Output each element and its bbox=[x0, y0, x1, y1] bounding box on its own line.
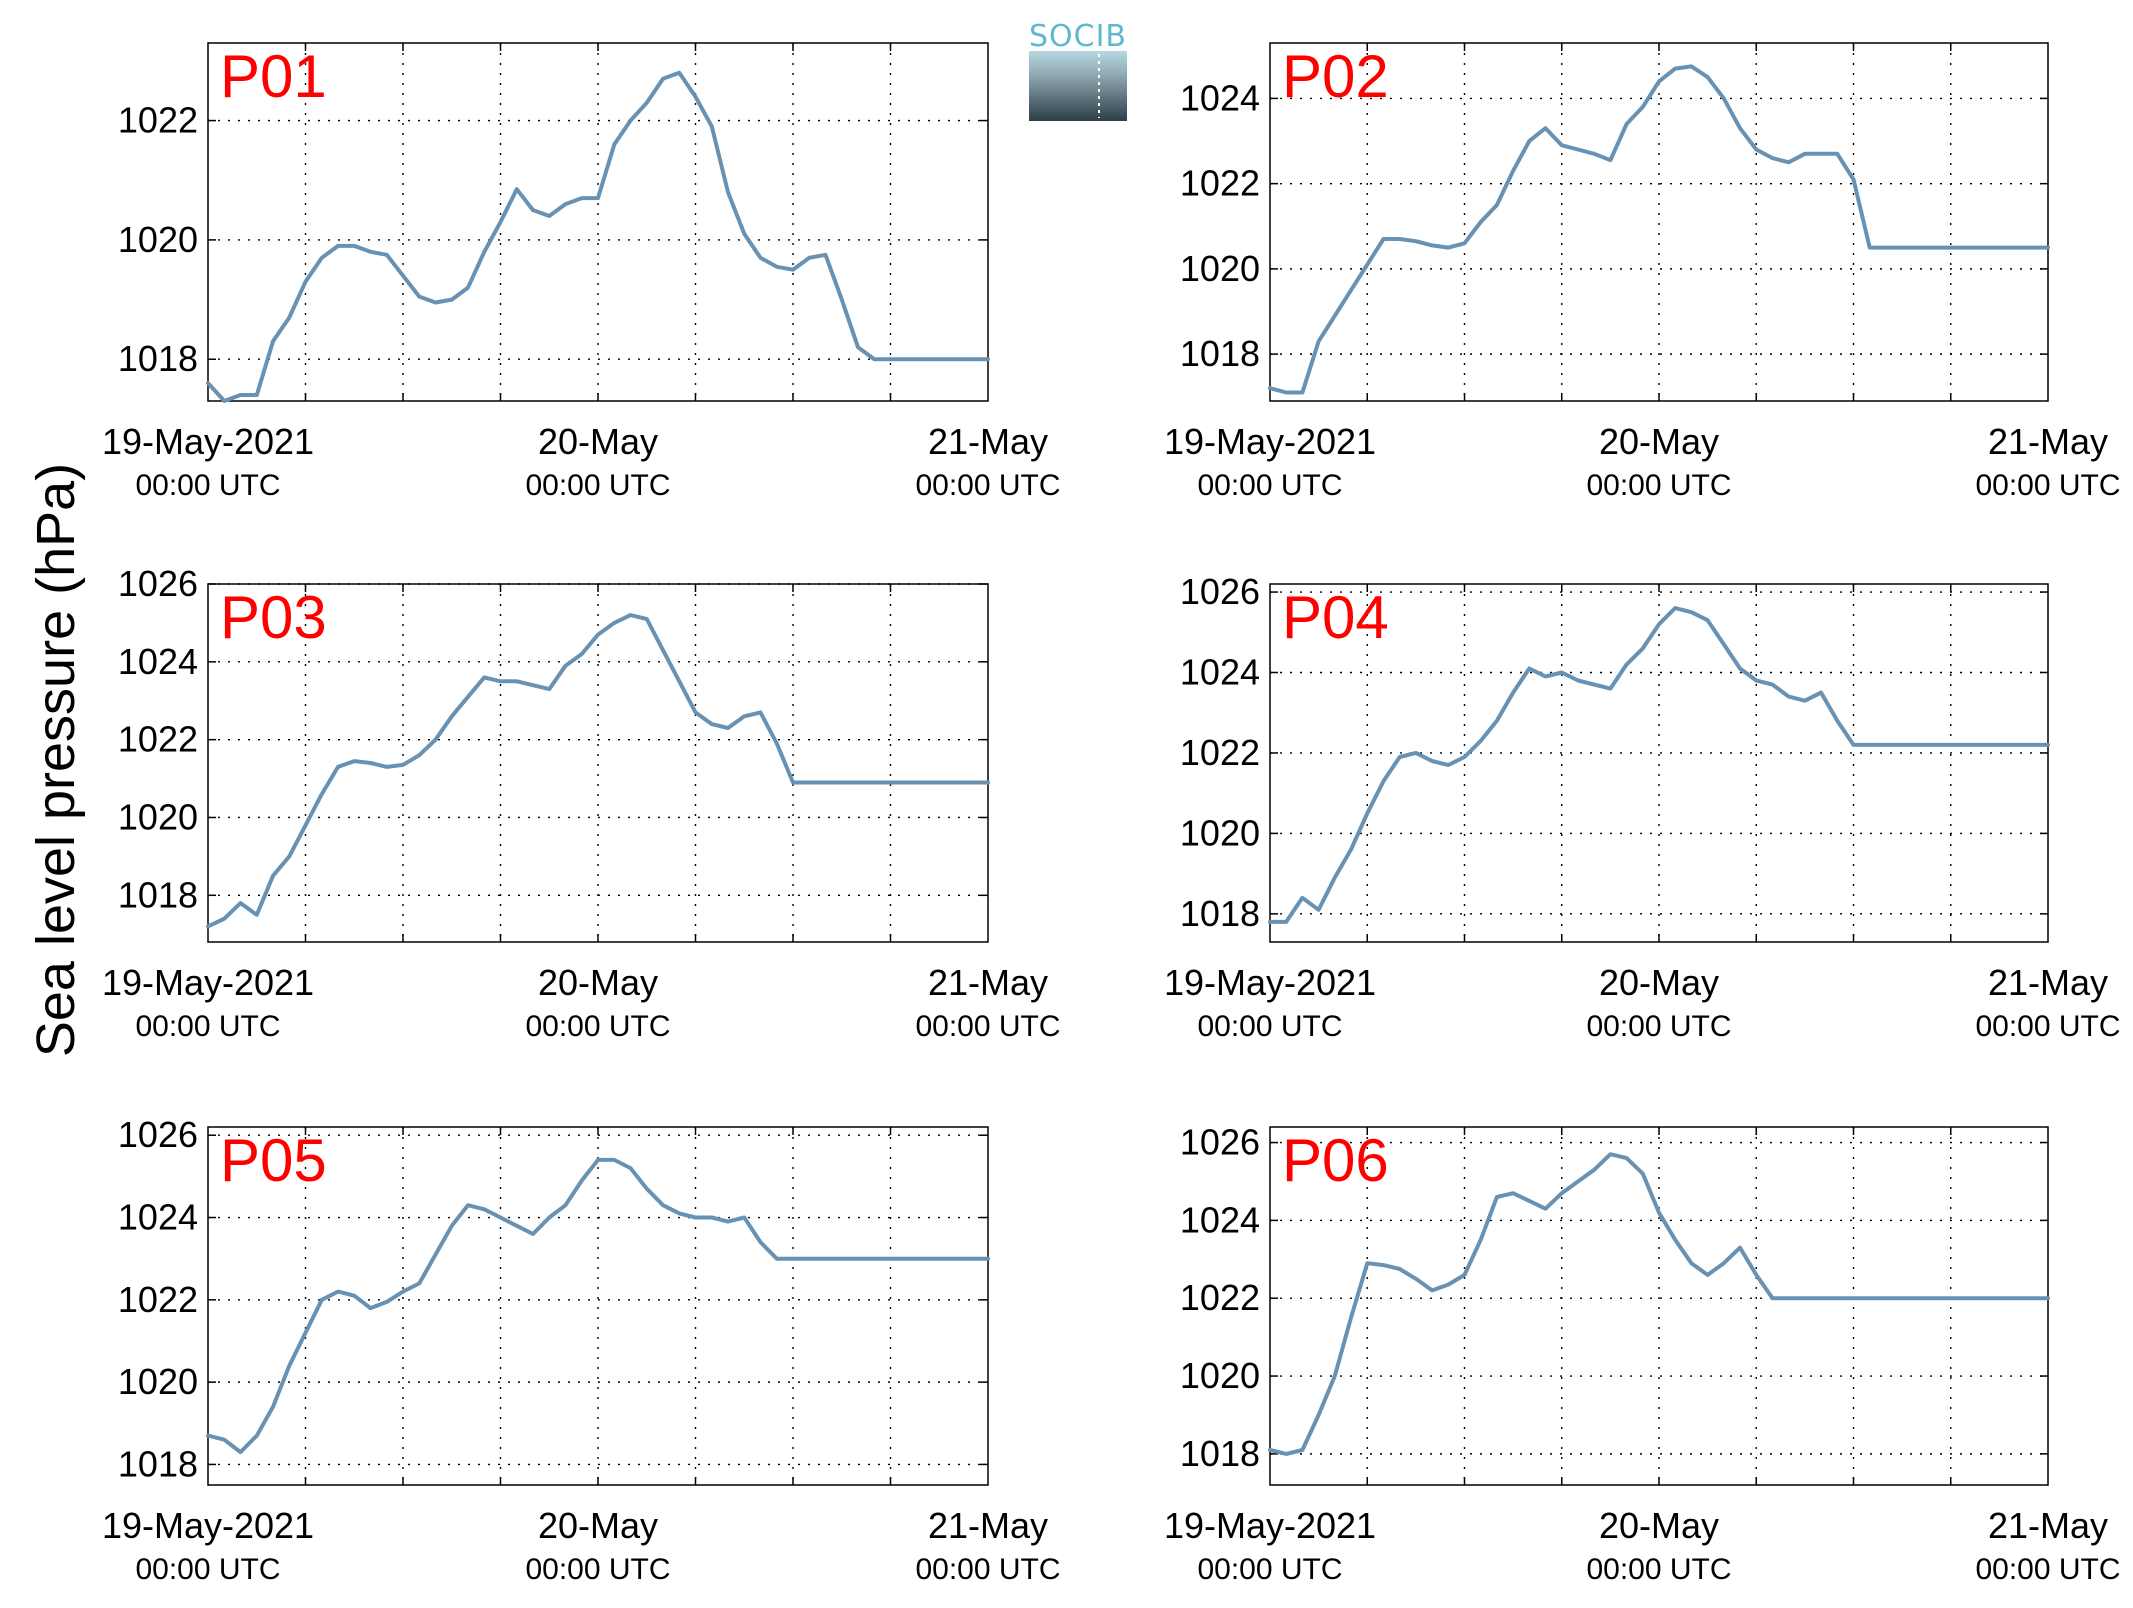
x-tick-label: 20-May bbox=[1599, 421, 1719, 462]
axes-box bbox=[1269, 42, 2049, 402]
y-tick-label: 1024 bbox=[118, 641, 198, 682]
pressure-line-p03 bbox=[206, 613, 990, 929]
y-tick-label: 1020 bbox=[118, 219, 198, 260]
y-tick-label: 1018 bbox=[1180, 893, 1260, 934]
x-tick-sublabel: 00:00 UTC bbox=[1197, 1553, 1342, 1586]
x-tick-label: 20-May bbox=[538, 1505, 658, 1546]
panel-p04: 1018 1020 1022 1024 1026 19-May-2021 00:00 UTC… bbox=[1164, 571, 2121, 1043]
y-tick-label: 1020 bbox=[118, 796, 198, 837]
y-tick-label: 1026 bbox=[1180, 1122, 1260, 1163]
x-tick-sublabel: 00:00 UTC bbox=[135, 469, 280, 502]
x-tick-label: 19-May-2021 bbox=[102, 1505, 314, 1546]
y-axis-label: Sea level pressure (hPa) bbox=[26, 463, 86, 1057]
y-tick-label: 1020 bbox=[1180, 1355, 1260, 1396]
y-tick-label: 1022 bbox=[118, 719, 198, 760]
panel-label: P05 bbox=[220, 1127, 327, 1194]
panel-p01: 1018 1020 1022 19-May-2021 00:00 UTC 20-May 00… bbox=[102, 42, 1061, 502]
x-tick-sublabel: 00:00 UTC bbox=[1975, 469, 2120, 502]
x-tick-label: 21-May bbox=[928, 421, 1048, 462]
x-tick-sublabel: 00:00 UTC bbox=[1586, 469, 1731, 502]
x-tick-sublabel: 00:00 UTC bbox=[135, 1553, 280, 1586]
panel-p05: 1018 1020 1022 1024 1026 19-May-2021 00:00 UTC… bbox=[102, 1114, 1061, 1586]
x-tick-sublabel: 00:00 UTC bbox=[525, 1010, 670, 1043]
y-tick-label: 1018 bbox=[1180, 333, 1260, 374]
pressure-line-p04 bbox=[1268, 606, 2050, 924]
y-tick-label: 1020 bbox=[1180, 812, 1260, 853]
y-tick-label: 1026 bbox=[118, 563, 198, 604]
x-tick-sublabel: 00:00 UTC bbox=[1975, 1553, 2120, 1586]
x-tick-sublabel: 00:00 UTC bbox=[135, 1010, 280, 1043]
y-tick-label: 1022 bbox=[1180, 163, 1260, 204]
panel-p02: 1018 1020 1022 1024 19-May-2021 00:00 UTC 20-M… bbox=[1164, 42, 2121, 502]
x-tick-sublabel: 00:00 UTC bbox=[1197, 1010, 1342, 1043]
y-tick-label: 1018 bbox=[118, 874, 198, 915]
y-tick-label: 1018 bbox=[118, 1443, 198, 1484]
pressure-line-p02 bbox=[1268, 64, 2050, 395]
axes-box bbox=[1269, 1126, 2049, 1486]
y-tick-label: 1022 bbox=[118, 100, 198, 141]
axes-box bbox=[1269, 583, 2049, 943]
panel-label: P04 bbox=[1282, 584, 1389, 651]
x-tick-label: 21-May bbox=[928, 1505, 1048, 1546]
x-tick-label: 19-May-2021 bbox=[1164, 1505, 1376, 1546]
x-tick-label: 19-May-2021 bbox=[1164, 421, 1376, 462]
socib-logo: SOCIB bbox=[1029, 19, 1127, 121]
pressure-line-p06 bbox=[1268, 1152, 2050, 1456]
y-tick-label: 1024 bbox=[118, 1197, 198, 1238]
y-tick-label: 1020 bbox=[1180, 248, 1260, 289]
x-tick-label: 21-May bbox=[1988, 1505, 2108, 1546]
x-tick-label: 20-May bbox=[538, 962, 658, 1003]
x-tick-sublabel: 00:00 UTC bbox=[915, 1553, 1060, 1586]
logo-mark bbox=[1029, 51, 1127, 121]
panel-label: P02 bbox=[1282, 43, 1389, 110]
panel-label: P03 bbox=[220, 584, 327, 651]
pressure-line-p05 bbox=[206, 1157, 990, 1455]
x-tick-sublabel: 00:00 UTC bbox=[1197, 469, 1342, 502]
y-tick-label: 1026 bbox=[1180, 571, 1260, 612]
y-tick-label: 1020 bbox=[118, 1361, 198, 1402]
x-tick-sublabel: 00:00 UTC bbox=[915, 1010, 1060, 1043]
y-tick-label: 1024 bbox=[1180, 651, 1260, 692]
x-tick-label: 21-May bbox=[1988, 421, 2108, 462]
x-tick-label: 21-May bbox=[928, 962, 1048, 1003]
x-tick-label: 20-May bbox=[1599, 962, 1719, 1003]
panel-p03: 1018 1020 1022 1024 1026 19-May-2021 00:00 UTC… bbox=[102, 563, 1061, 1043]
x-tick-sublabel: 00:00 UTC bbox=[1975, 1010, 2120, 1043]
x-tick-label: 19-May-2021 bbox=[1164, 962, 1376, 1003]
y-tick-label: 1022 bbox=[1180, 732, 1260, 773]
x-tick-sublabel: 00:00 UTC bbox=[915, 469, 1060, 502]
x-tick-label: 19-May-2021 bbox=[102, 962, 314, 1003]
x-tick-label: 21-May bbox=[1988, 962, 2108, 1003]
panel-label: P01 bbox=[220, 43, 327, 110]
y-tick-label: 1022 bbox=[1180, 1277, 1260, 1318]
x-tick-sublabel: 00:00 UTC bbox=[525, 469, 670, 502]
y-tick-label: 1026 bbox=[118, 1114, 198, 1155]
y-tick-label: 1024 bbox=[1180, 77, 1260, 118]
x-tick-sublabel: 00:00 UTC bbox=[1586, 1010, 1731, 1043]
y-tick-label: 1024 bbox=[1180, 1199, 1260, 1240]
x-tick-label: 20-May bbox=[1599, 1505, 1719, 1546]
y-tick-label: 1022 bbox=[118, 1279, 198, 1320]
x-tick-label: 19-May-2021 bbox=[102, 421, 314, 462]
x-tick-sublabel: 00:00 UTC bbox=[1586, 1553, 1731, 1586]
x-tick-label: 20-May bbox=[538, 421, 658, 462]
y-tick-label: 1018 bbox=[118, 338, 198, 379]
y-tick-label: 1018 bbox=[1180, 1433, 1260, 1474]
axes-box bbox=[207, 583, 989, 943]
pressure-line-p01 bbox=[206, 70, 990, 403]
panel-p06: 1018 1020 1022 1024 1026 19-May-2021 00:00 UTC… bbox=[1164, 1122, 2121, 1586]
x-tick-sublabel: 00:00 UTC bbox=[525, 1553, 670, 1586]
panel-label: P06 bbox=[1282, 1127, 1389, 1194]
logo-text: SOCIB bbox=[1029, 19, 1127, 54]
